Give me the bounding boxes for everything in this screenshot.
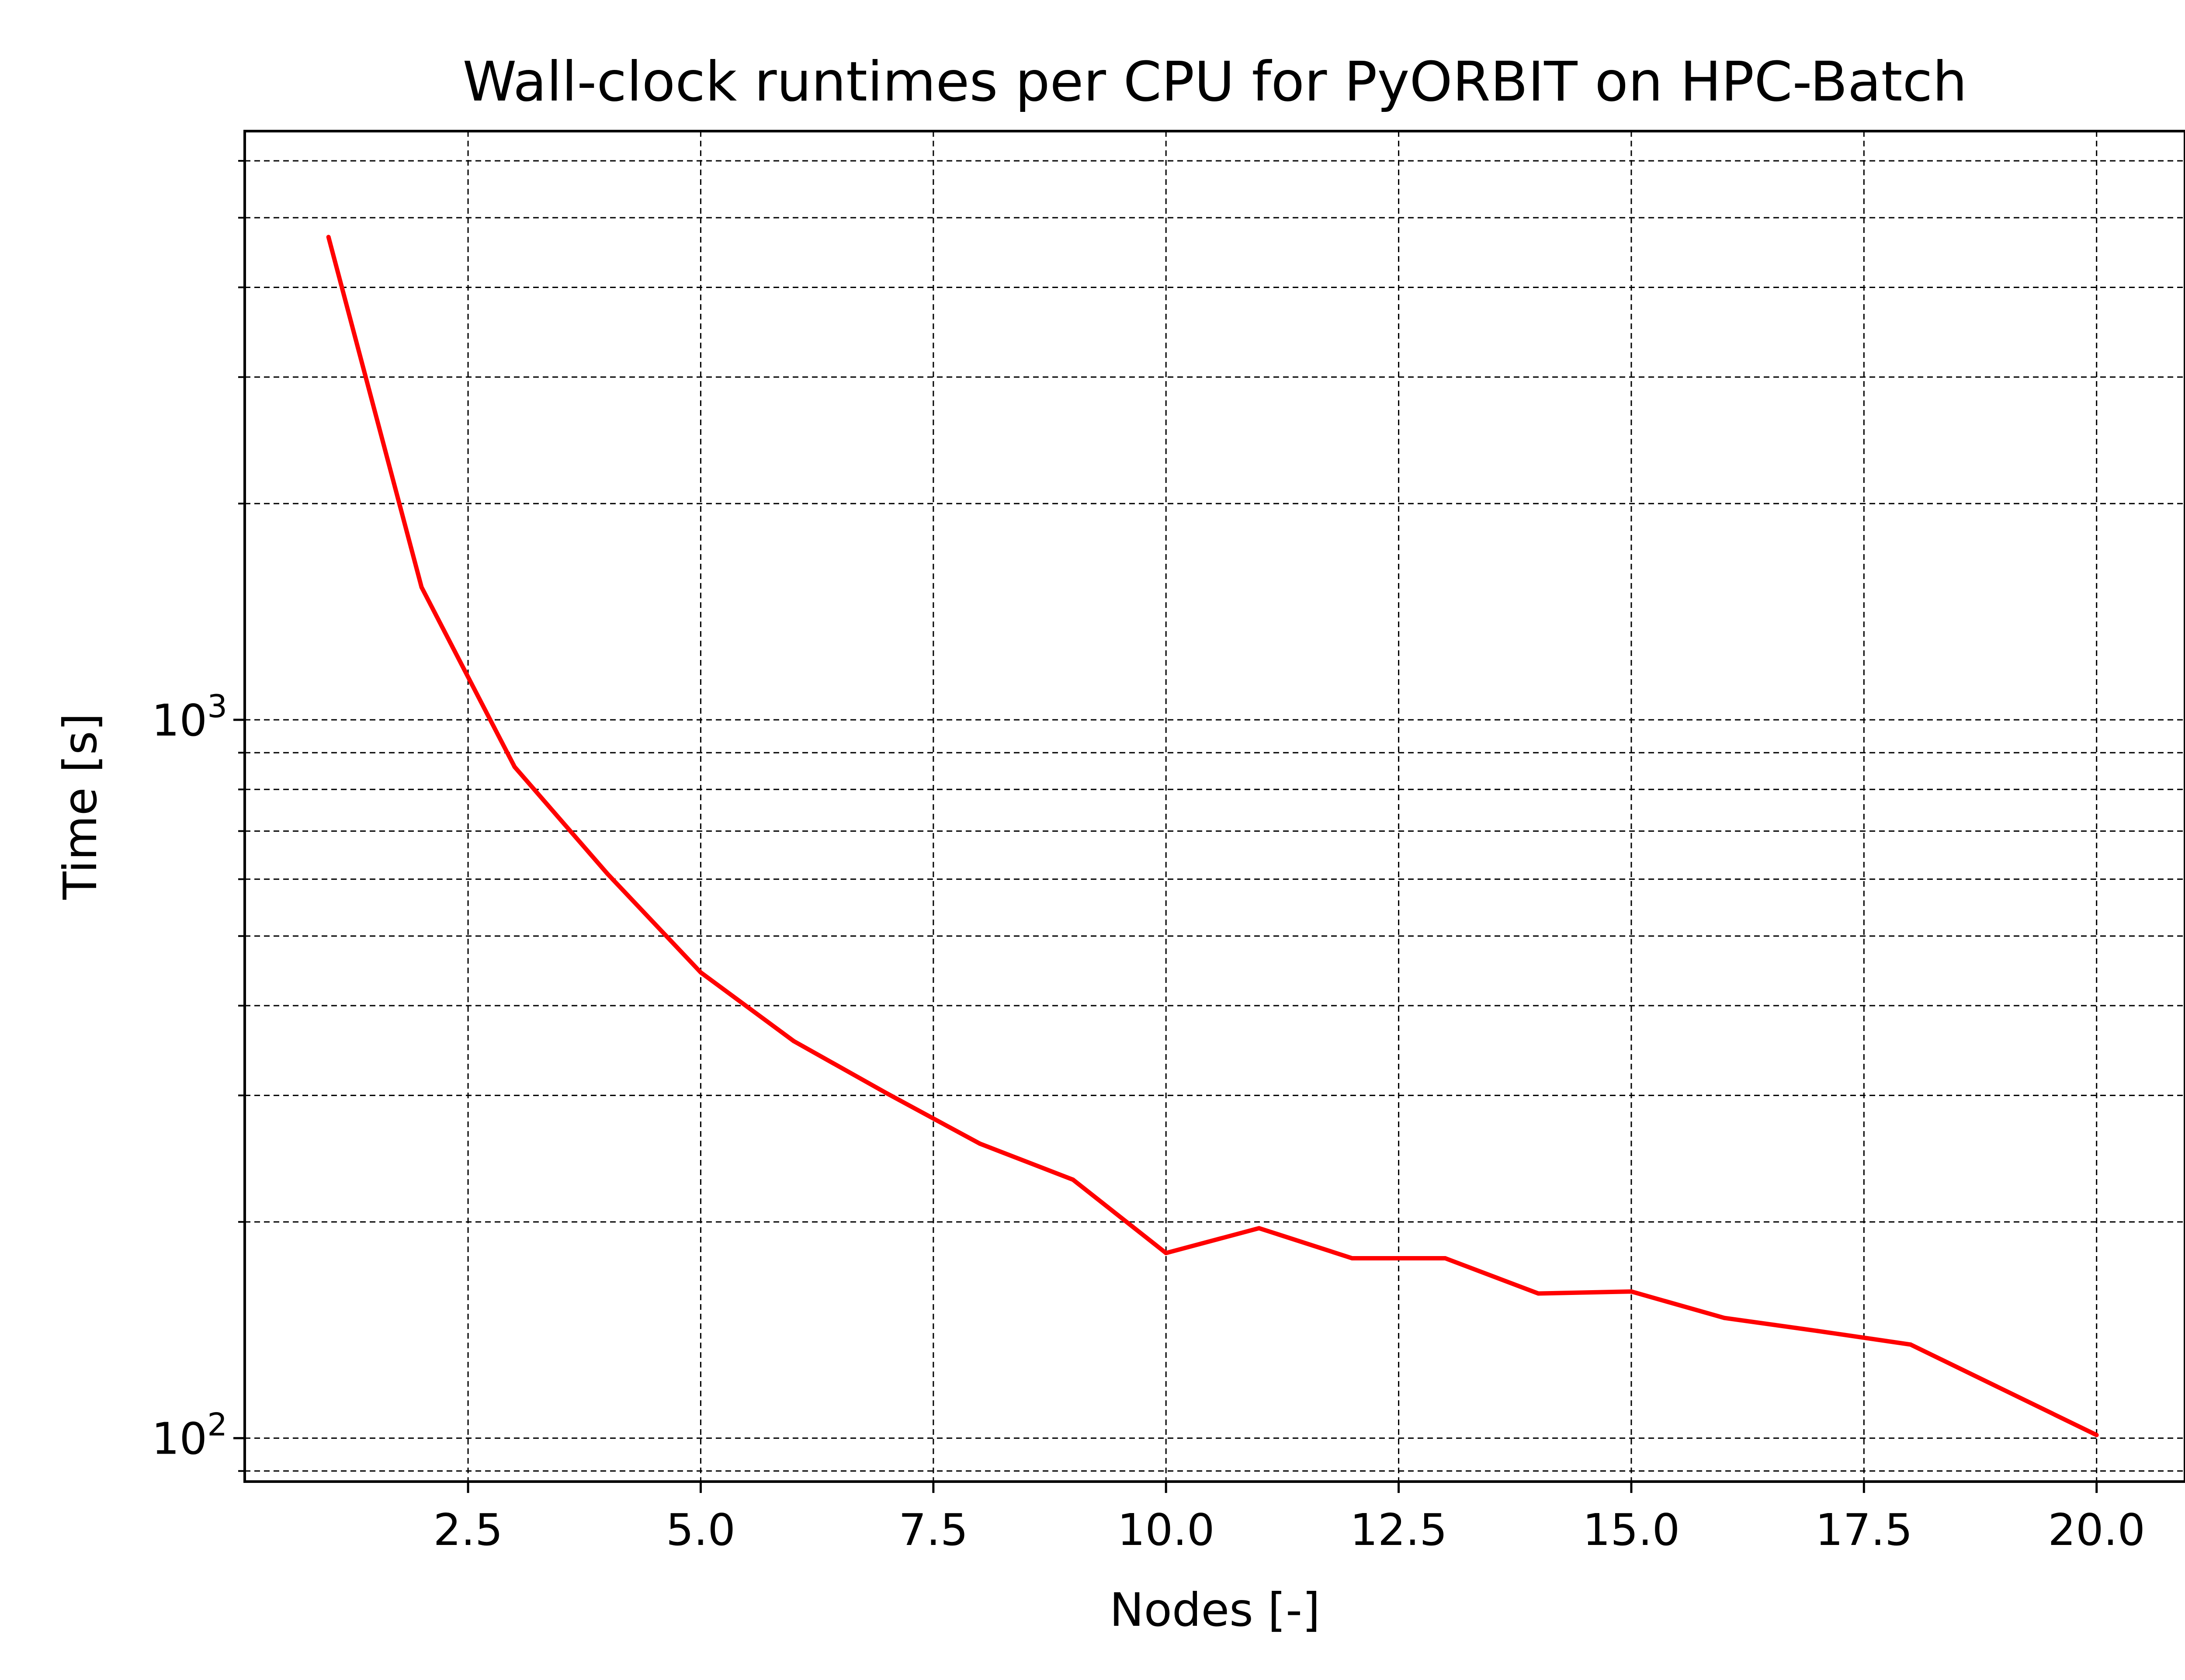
data-point (1350, 1256, 1355, 1260)
data-point (791, 1039, 796, 1044)
data-point (605, 871, 610, 876)
data-point (1257, 1226, 1262, 1231)
y-axis: 102 103 (152, 160, 245, 1472)
x-axis-label: Nodes [-] (1110, 1583, 1320, 1637)
data-point (1815, 1329, 1820, 1333)
data-point (1629, 1289, 1634, 1294)
data-point (512, 764, 517, 769)
data-point (698, 970, 703, 975)
data-point (326, 235, 331, 240)
series-layer (326, 235, 2099, 1437)
x-axis: 2.5 5.0 7.5 10.0 12.5 15.0 17.5 20.0 (434, 1482, 2145, 1555)
data-point (2094, 1433, 2099, 1437)
data-point (884, 1091, 889, 1096)
grid (245, 131, 2185, 1482)
data-point (419, 585, 424, 590)
x-tick-label: 5.0 (666, 1504, 735, 1555)
x-tick-label: 20.0 (2048, 1504, 2145, 1555)
y-tick-label: 103 (152, 688, 227, 746)
x-tick-label: 2.5 (434, 1504, 503, 1555)
x-tick-label: 17.5 (1815, 1504, 1913, 1555)
data-point (1443, 1256, 1448, 1260)
data-point (978, 1141, 982, 1146)
y-tick-label: 102 (152, 1406, 227, 1465)
x-tick-label: 12.5 (1350, 1504, 1447, 1555)
x-tick-label: 7.5 (898, 1504, 968, 1555)
y-axis-label: Time [s] (54, 713, 107, 900)
data-point (1722, 1316, 1727, 1320)
x-tick-label: 15.0 (1583, 1504, 1680, 1555)
data-point (1536, 1291, 1540, 1296)
data-point (1071, 1177, 1075, 1182)
plot-frame (243, 130, 2185, 1483)
chart-title: Wall-clock runtimes per CPU for PyORBIT … (463, 50, 1967, 114)
data-point (1908, 1342, 1913, 1347)
data-point (1164, 1251, 1169, 1256)
x-tick-label: 10.0 (1117, 1504, 1215, 1555)
